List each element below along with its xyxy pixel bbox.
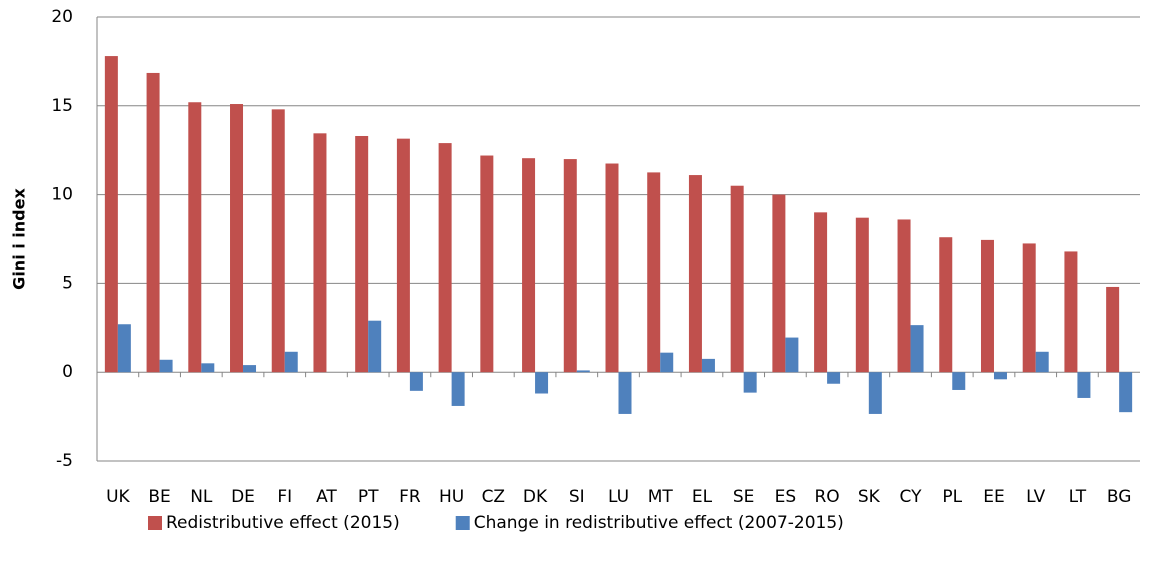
bar: [480, 155, 494, 373]
bar: [730, 185, 744, 373]
bar: [1035, 351, 1049, 373]
bar: [1022, 243, 1036, 373]
bar: [688, 175, 702, 373]
bar: [814, 212, 828, 373]
x-tick-label: AT: [316, 487, 337, 507]
bar: [1106, 286, 1120, 373]
bar: [438, 143, 452, 373]
bar: [743, 372, 757, 393]
bar: [522, 158, 536, 373]
x-tick-label: UK: [106, 487, 130, 507]
x-tick-label: FI: [277, 487, 292, 507]
x-tick-label: EL: [692, 487, 713, 507]
y-tick-label: 15: [51, 96, 73, 116]
bar: [563, 159, 577, 373]
x-tick-label: DK: [523, 487, 548, 507]
bar: [827, 372, 841, 384]
bar: [701, 358, 715, 373]
bar: [868, 372, 882, 414]
bar: [535, 372, 549, 394]
bar: [271, 109, 285, 373]
legend-swatch: [148, 516, 162, 530]
x-tick-label: FR: [399, 487, 421, 507]
bar: [230, 104, 244, 373]
x-tick-label: DE: [231, 487, 255, 507]
bar: [605, 163, 619, 373]
bar: [910, 325, 924, 373]
x-tick-label: LV: [1026, 487, 1046, 507]
bar: [146, 72, 160, 373]
legend-label: Redistributive effect (2015): [166, 513, 400, 533]
bar: [201, 363, 215, 373]
x-tick-label: LT: [1069, 487, 1087, 507]
bar: [785, 337, 799, 373]
bar: [1119, 372, 1133, 413]
bar: [451, 372, 465, 406]
bar: [576, 370, 590, 373]
bar: [897, 219, 911, 373]
legend-label: Change in redistributive effect (2007-20…: [474, 513, 844, 533]
x-tick-label: PL: [942, 487, 962, 507]
bar: [159, 359, 173, 373]
bar: [284, 351, 298, 373]
x-tick-label: SK: [858, 487, 881, 507]
legend-swatch: [455, 516, 470, 530]
x-tick-label: EE: [983, 487, 1004, 507]
bar: [409, 372, 423, 391]
x-tick-label: LU: [608, 487, 629, 507]
x-tick-label: SE: [733, 487, 755, 507]
x-tick-label: CZ: [482, 487, 506, 507]
bar: [1064, 251, 1078, 373]
bar: [313, 133, 327, 373]
bar: [396, 138, 410, 373]
bar: [939, 237, 953, 373]
x-tick-label: PT: [358, 487, 379, 507]
x-tick-label: BG: [1107, 487, 1132, 507]
x-tick-label: RO: [814, 487, 839, 507]
bar: [980, 239, 994, 373]
x-tick-label: HU: [439, 487, 464, 507]
y-tick-label: 0: [62, 362, 73, 382]
bar: [618, 372, 632, 414]
x-tick-label: CY: [900, 487, 923, 507]
bar: [1077, 372, 1091, 398]
x-tick-label: BE: [148, 487, 170, 507]
y-axis-label: Gini i index: [10, 188, 29, 290]
y-tick-label: 20: [51, 7, 73, 27]
bar: [355, 135, 369, 373]
bar: [188, 102, 202, 373]
bar: [772, 194, 786, 373]
bar: [952, 372, 966, 390]
x-tick-label: SI: [569, 487, 585, 507]
bar: [647, 172, 661, 373]
x-tick-label: MT: [648, 487, 674, 507]
y-tick-label: 10: [51, 185, 73, 205]
bar: [117, 324, 131, 373]
x-tick-label: NL: [190, 487, 213, 507]
bar: [104, 56, 118, 373]
y-tick-label: -5: [56, 451, 73, 471]
bar: [993, 372, 1007, 380]
y-tick-label: 5: [62, 273, 73, 293]
bar: [368, 320, 382, 373]
x-tick-label: ES: [775, 487, 797, 507]
bar: [243, 365, 257, 373]
bar: [660, 352, 674, 373]
bar: [855, 217, 869, 373]
